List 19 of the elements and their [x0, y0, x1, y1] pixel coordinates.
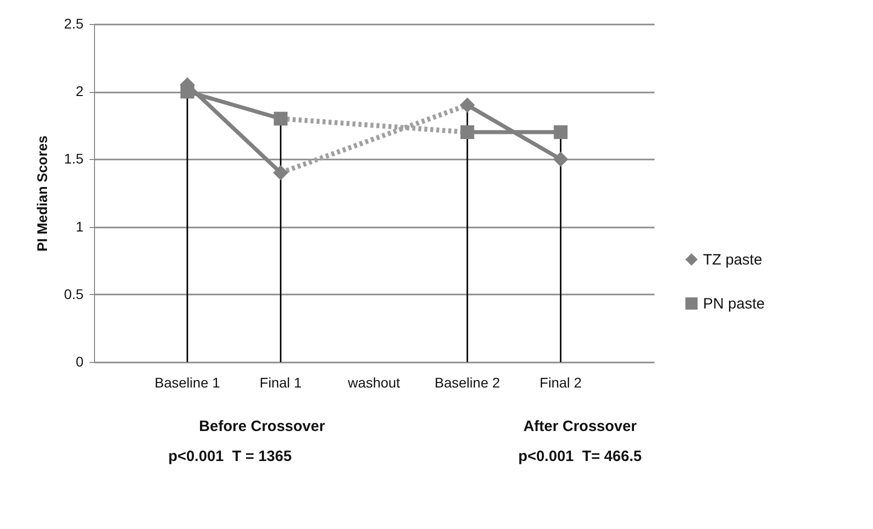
y-tick-label: 0.5: [64, 286, 84, 302]
text: After Crossover: [523, 418, 637, 435]
y-tick-label: 1.5: [64, 150, 84, 167]
x-tick-label: Final 1: [260, 374, 302, 390]
x-tick-label: washout: [346, 374, 400, 390]
y-tick-label: 2: [76, 83, 84, 100]
text: p<0.001 T= 466.5: [518, 448, 642, 465]
y-tick-label: 0: [76, 354, 84, 370]
y-axis-title: PI Median Scores: [34, 135, 50, 252]
point: [273, 165, 288, 180]
legend-label: PN paste: [703, 296, 765, 312]
y-tick-label: 1: [76, 218, 84, 234]
x-tick-label: Baseline 2: [434, 374, 500, 390]
text: Before Crossover: [199, 418, 325, 435]
x-tick-label: Final 2: [540, 374, 582, 390]
legend-label: TZ paste: [703, 252, 762, 268]
x-tick-label: Baseline 1: [154, 374, 220, 390]
text: p<0.001 T = 1365: [168, 448, 292, 465]
y-tick-label: 2.5: [64, 16, 84, 32]
